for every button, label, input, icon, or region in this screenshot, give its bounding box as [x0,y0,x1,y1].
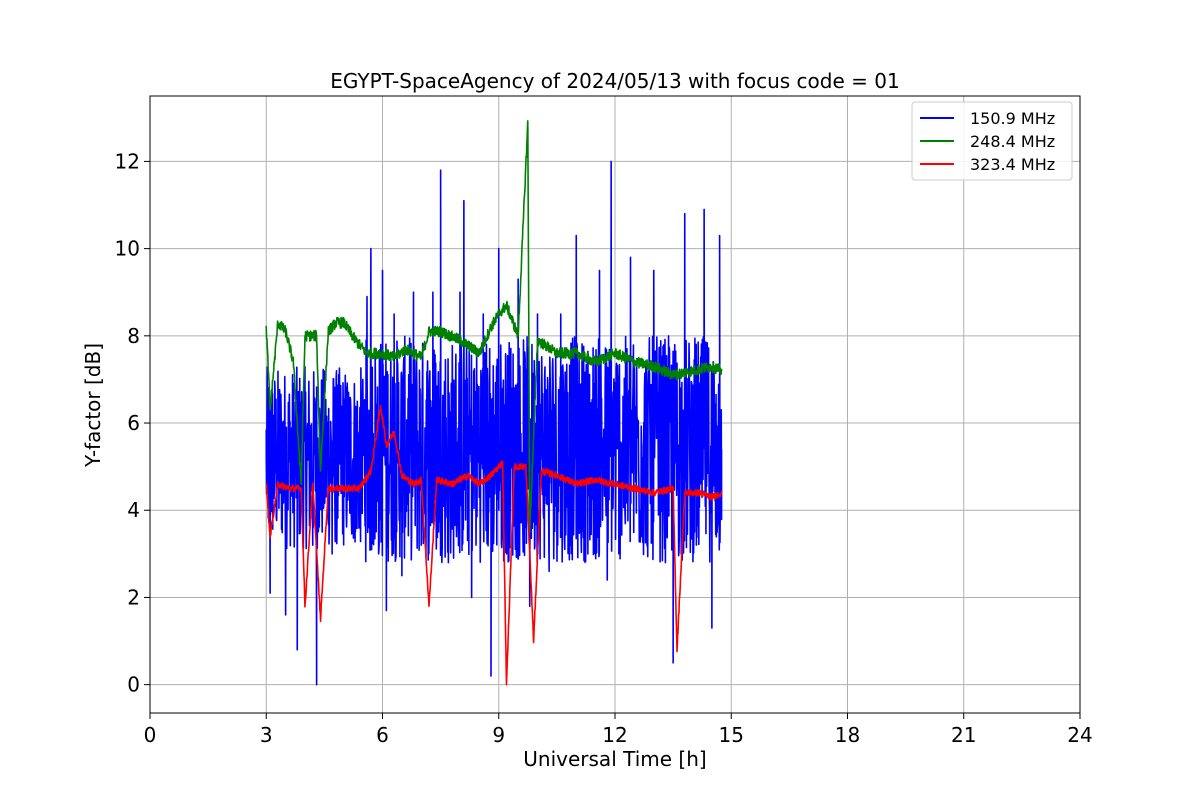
series-line [265,120,723,533]
legend-entry: 150.9 MHz [970,109,1055,128]
x-tick-label: 24 [1067,723,1092,747]
y-tick-label: 8 [127,324,140,348]
series-line [265,404,723,686]
legend-entry: 248.4 MHz [970,132,1055,151]
series-layer [265,120,723,686]
y-tick-label: 0 [127,673,140,697]
y-tick-label: 10 [115,237,140,261]
y-axis-ticks: 0 2 4 6 8 10 12 [115,149,150,697]
plot-area [149,95,1081,714]
series-line [265,160,723,686]
x-tick-label: 18 [835,723,860,747]
y-tick-label: 4 [127,498,140,522]
y-tick-label: 6 [127,411,140,435]
x-tick-label: 0 [144,723,157,747]
legend: 150.9 MHz 248.4 MHz 323.4 MHz [911,101,1073,181]
legend-box [911,101,1073,181]
y-axis-label: Y-factor [dB] [81,343,105,468]
x-tick-label: 12 [602,723,627,747]
x-tick-label: 21 [951,723,976,747]
x-tick-label: 9 [492,723,505,747]
x-tick-label: 15 [719,723,744,747]
y-tick-label: 12 [115,149,140,173]
chart-title: EGYPT-SpaceAgency of 2024/05/13 with foc… [330,69,899,93]
x-tick-label: 3 [260,723,273,747]
x-tick-label: 6 [376,723,389,747]
x-axis-ticks: 0 3 6 9 12 15 18 21 24 [144,713,1093,747]
legend-entry: 323.4 MHz [970,155,1055,174]
x-axis-label: Universal Time [h] [523,747,706,771]
y-tick-label: 2 [127,585,140,609]
